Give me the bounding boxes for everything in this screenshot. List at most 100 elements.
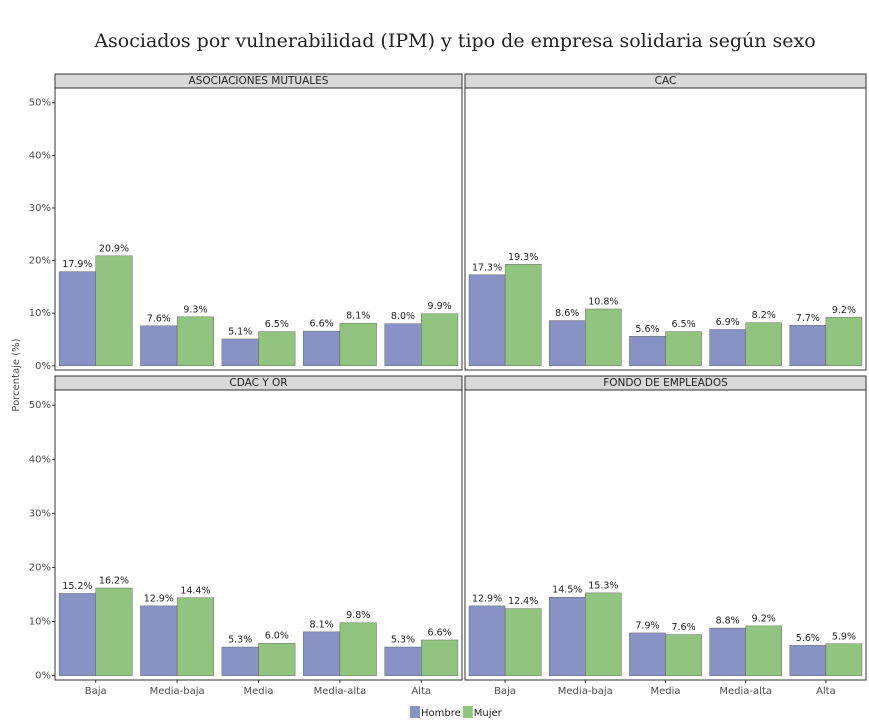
- data-label: 14.4%: [180, 585, 210, 596]
- facet-title: FONDO DE EMPLEADOS: [603, 377, 728, 389]
- bar: [709, 627, 746, 676]
- y-tick-label: 50%: [29, 400, 51, 411]
- bar: [709, 329, 746, 366]
- bar: [789, 645, 827, 676]
- data-label: 5.3%: [228, 634, 252, 645]
- data-label: 15.2%: [62, 581, 92, 592]
- data-label: 9.2%: [832, 305, 856, 316]
- bar: [176, 316, 214, 366]
- y-axis-label: Porcentaje (%): [11, 338, 22, 411]
- bar: [504, 608, 542, 676]
- bar: [585, 592, 622, 676]
- data-label: 6.5%: [265, 319, 289, 330]
- data-label: 8.1%: [310, 619, 334, 630]
- bar: [303, 330, 341, 366]
- data-label: 12.9%: [472, 593, 502, 604]
- bar: [339, 622, 377, 676]
- bar: [176, 597, 214, 676]
- y-tick-label: 40%: [29, 454, 51, 465]
- x-tick-label: Media-baja: [150, 686, 205, 697]
- data-label: 16.2%: [99, 576, 129, 587]
- data-label: 19.3%: [508, 252, 538, 263]
- bar: [665, 331, 702, 366]
- x-tick-label: Alta: [411, 686, 431, 697]
- data-label: 17.9%: [62, 259, 92, 270]
- chart-title: Asociados por vulnerabilidad (IPM) y tip…: [93, 30, 815, 52]
- bar: [258, 331, 296, 366]
- data-label: 20.9%: [99, 243, 129, 254]
- bar: [468, 605, 506, 676]
- y-tick-label: 30%: [29, 508, 51, 519]
- data-label: 7.6%: [147, 313, 171, 324]
- y-tick-label: 10%: [29, 308, 51, 319]
- bar: [303, 631, 341, 676]
- data-label: 17.3%: [472, 262, 502, 273]
- data-label: 8.2%: [752, 310, 776, 321]
- facet-title: CAC: [655, 75, 677, 87]
- y-tick-label: 0%: [35, 361, 51, 372]
- x-tick-label: Media-alta: [719, 686, 772, 697]
- bar: [140, 605, 178, 676]
- data-label: 9.9%: [428, 301, 452, 312]
- data-label: 5.3%: [391, 634, 415, 645]
- bar: [665, 634, 702, 676]
- bar: [468, 274, 506, 366]
- bar: [384, 646, 422, 676]
- y-tick-label: 50%: [29, 98, 51, 109]
- bar: [221, 646, 259, 676]
- x-tick-label: Media: [650, 686, 680, 697]
- bar: [421, 313, 459, 366]
- legend-swatch: [410, 706, 420, 718]
- data-label: 12.4%: [508, 596, 538, 607]
- data-label: 8.0%: [391, 311, 415, 322]
- bar: [421, 639, 459, 676]
- data-label: 5.1%: [228, 326, 252, 337]
- x-tick-label: Baja: [494, 686, 516, 697]
- bar: [745, 322, 782, 366]
- bar: [339, 322, 377, 366]
- data-label: 15.3%: [588, 580, 618, 591]
- bar: [504, 264, 542, 366]
- data-label: 6.5%: [671, 319, 695, 330]
- bar: [140, 325, 178, 366]
- data-label: 8.6%: [555, 308, 579, 319]
- bar: [549, 597, 586, 676]
- bar: [629, 632, 666, 676]
- bar: [629, 336, 666, 366]
- data-label: 9.8%: [346, 610, 370, 621]
- bar: [95, 255, 133, 366]
- data-label: 7.6%: [671, 622, 695, 633]
- x-tick-label: Media: [243, 686, 273, 697]
- bar: [789, 325, 827, 366]
- data-label: 9.3%: [183, 304, 207, 315]
- y-tick-label: 30%: [29, 203, 51, 214]
- x-tick-label: Media-baja: [558, 686, 613, 697]
- x-tick-label: Media-alta: [314, 686, 367, 697]
- x-tick-label: Alta: [816, 686, 836, 697]
- facet-title: ASOCIACIONES MUTUALES: [189, 75, 329, 87]
- facet-title: CDAC Y OR: [229, 377, 287, 389]
- bar: [221, 338, 259, 366]
- data-label: 7.7%: [796, 313, 820, 324]
- y-tick-label: 20%: [29, 562, 51, 573]
- bar: [825, 317, 863, 366]
- data-label: 6.9%: [716, 317, 740, 328]
- data-label: 12.9%: [144, 593, 174, 604]
- bar: [384, 323, 422, 366]
- bar: [58, 271, 96, 366]
- y-tick-label: 40%: [29, 150, 51, 161]
- data-label: 8.8%: [716, 616, 740, 627]
- data-label: 5.6%: [796, 633, 820, 644]
- y-tick-label: 10%: [29, 617, 51, 628]
- legend-label: Mujer: [474, 708, 503, 719]
- y-tick-label: 20%: [29, 256, 51, 267]
- data-label: 6.6%: [310, 319, 334, 330]
- legend-swatch: [462, 706, 473, 718]
- legend-label: Hombre: [421, 708, 461, 719]
- bar: [258, 643, 296, 676]
- data-label: 6.0%: [265, 631, 289, 642]
- bar: [58, 593, 96, 676]
- bar: [549, 320, 586, 366]
- bar: [745, 625, 782, 676]
